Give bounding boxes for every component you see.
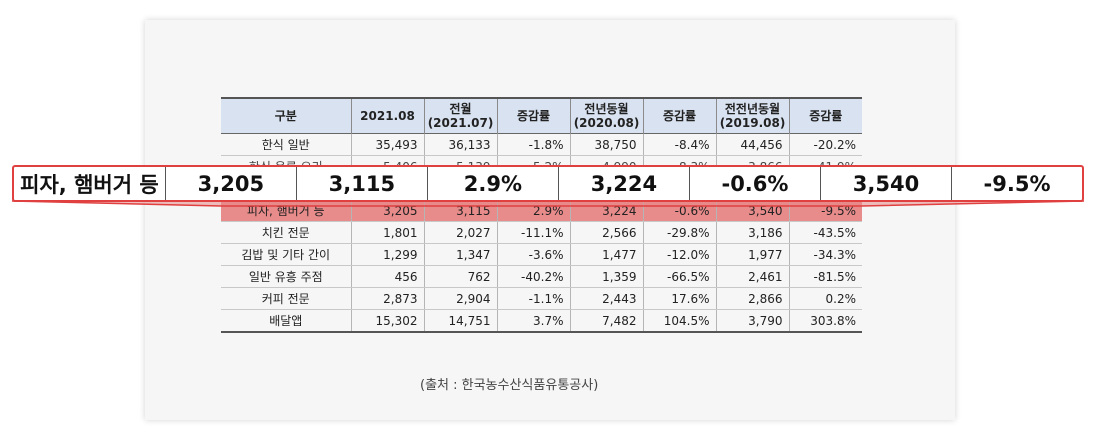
zoom-value-cell: 3,205 — [164, 167, 296, 200]
table-header-row: 구분 2021.08 전월 (2021.07) 증감률 전년동월 (2020.08) 증감률 전… — [221, 98, 862, 134]
source-caption: (출처 : 한국농수산식품유통공사) — [420, 378, 599, 393]
value-cell: 17.6% — [642, 287, 717, 310]
value-cell: -9.5% — [788, 199, 862, 222]
column-header-label: 증감률 — [662, 109, 697, 123]
value-cell: -8.4% — [642, 133, 717, 156]
value-cell: 1,477 — [569, 243, 644, 266]
table-row: 김밥 및 기타 간이 1,299 1,347 -3.6% 1,477 -12.0% 1,97… — [221, 243, 862, 266]
zoomed-row-callout: 피자, 햄버거 등 3,205 3,115 2.9% 3,224 -0.6% 3,540 -9… — [12, 165, 1084, 202]
column-header: 증감률 — [496, 98, 571, 134]
column-header-label: 구분 — [274, 109, 297, 123]
row-label-cell: 한식 일반 — [221, 133, 352, 156]
zoom-value-cell: 3,224 — [557, 167, 689, 200]
row-label-cell: 커피 전문 — [221, 287, 352, 310]
value-cell: 456 — [350, 265, 425, 288]
value-cell: 2,873 — [350, 287, 425, 310]
value-cell: 2,904 — [423, 287, 498, 310]
value-cell: -1.8% — [496, 133, 571, 156]
value-cell: 1,801 — [350, 221, 425, 244]
column-header-label: 전년동월 — [584, 102, 629, 116]
sales-table: 구분 2021.08 전월 (2021.07) 증감률 전년동월 (2020.08) 증감률 전… — [221, 97, 862, 333]
value-cell: 2,443 — [569, 287, 644, 310]
value-cell: 2.9% — [496, 199, 571, 222]
column-header: 구분 — [221, 98, 352, 134]
value-cell: 1,299 — [350, 243, 425, 266]
value-cell: -0.6% — [642, 199, 717, 222]
row-label-cell: 김밥 및 기타 간이 — [221, 243, 352, 266]
value-cell: 15,302 — [350, 309, 425, 333]
value-cell: -81.5% — [788, 265, 862, 288]
value-cell: -11.1% — [496, 221, 571, 244]
value-cell: -29.8% — [642, 221, 717, 244]
column-header-sublabel: (2020.08) — [573, 116, 640, 130]
row-label-cell: 치킨 전문 — [221, 221, 352, 244]
table-row: 한식 일반 35,493 36,133 -1.8% 38,750 -8.4% 44,456-… — [221, 133, 862, 156]
value-cell: -12.0% — [642, 243, 717, 266]
value-cell: -3.6% — [496, 243, 571, 266]
value-cell: 3,205 — [350, 199, 425, 222]
value-cell: 7,482 — [569, 309, 644, 333]
value-cell: -40.2% — [496, 265, 571, 288]
table-body: 한식 일반 35,493 36,133 -1.8% 38,750 -8.4% 44,456-… — [221, 133, 862, 333]
column-header-label: 전월 — [449, 102, 472, 116]
zoom-value-cell: -9.5% — [951, 167, 1082, 200]
value-cell: 35,493 — [350, 133, 425, 156]
column-header-label: 2021.08 — [360, 109, 415, 123]
zoom-value-cell: 3,115 — [295, 167, 427, 200]
table-row: 커피 전문 2,873 2,904 -1.1% 2,443 17.6% 2,866 0.2% — [221, 287, 862, 310]
row-label-cell: 배달앱 — [221, 309, 352, 333]
column-header: 증감률 — [788, 98, 862, 134]
value-cell: -20.2% — [788, 133, 862, 156]
value-cell: 36,133 — [423, 133, 498, 156]
column-header-sublabel: (2021.07) — [427, 116, 494, 130]
value-cell: 3,790 — [715, 309, 790, 333]
value-cell: 1,359 — [569, 265, 644, 288]
column-header-label: 전전년동월 — [724, 102, 781, 116]
value-cell: 14,751 — [423, 309, 498, 333]
column-header: 증감률 — [642, 98, 717, 134]
column-header-label: 증감률 — [516, 109, 551, 123]
value-cell: -1.1% — [496, 287, 571, 310]
table-row: 배달앱 15,302 14,751 3.7% 7,482 104.5% 3,790 303.8… — [221, 309, 862, 333]
column-header-sublabel: (2019.08) — [719, 116, 786, 130]
column-header: 2021.08 — [350, 98, 425, 134]
value-cell: -34.3% — [788, 243, 862, 266]
zoom-value-cell: 2.9% — [426, 167, 558, 200]
table-row: 치킨 전문 1,801 2,027 -11.1% 2,566 -29.8% 3,186 -43… — [221, 221, 862, 244]
value-cell: 104.5% — [642, 309, 717, 333]
value-cell: 2,566 — [569, 221, 644, 244]
column-header-label: 증감률 — [809, 109, 843, 123]
column-header: 전년동월 (2020.08) — [569, 98, 644, 134]
value-cell: -43.5% — [788, 221, 862, 244]
zoom-row-label: 피자, 햄버거 등 — [20, 172, 159, 197]
zoom-value-cell: -0.6% — [688, 167, 820, 200]
value-cell: 0.2% — [788, 287, 862, 310]
value-cell: 303.8% — [788, 309, 862, 333]
row-label-cell: 피자, 햄버거 등 — [221, 199, 352, 222]
value-cell: 762 — [423, 265, 498, 288]
value-cell: 3.7% — [496, 309, 571, 333]
table-row: 피자, 햄버거 등 3,205 3,115 2.9% 3,224 -0.6% 3,540 -9… — [221, 199, 862, 222]
value-cell: 44,456 — [715, 133, 790, 156]
value-cell: 1,977 — [715, 243, 790, 266]
column-header: 전전년동월 (2019.08) — [715, 98, 790, 134]
value-cell: 1,347 — [423, 243, 498, 266]
row-label-cell: 일반 유흥 주점 — [221, 265, 352, 288]
value-cell: 2,027 — [423, 221, 498, 244]
table-row: 일반 유흥 주점 456 762 -40.2% 1,359 -66.5% 2,461 -81.… — [221, 265, 862, 288]
value-cell: 38,750 — [569, 133, 644, 156]
value-cell: 2,461 — [715, 265, 790, 288]
value-cell: -66.5% — [642, 265, 717, 288]
value-cell: 3,186 — [715, 221, 790, 244]
value-cell: 3,540 — [715, 199, 790, 222]
value-cell: 3,224 — [569, 199, 644, 222]
value-cell: 3,115 — [423, 199, 498, 222]
value-cell: 2,866 — [715, 287, 790, 310]
zoom-value-cell: 3,540 — [819, 167, 951, 200]
column-header: 전월 (2021.07) — [423, 98, 498, 134]
